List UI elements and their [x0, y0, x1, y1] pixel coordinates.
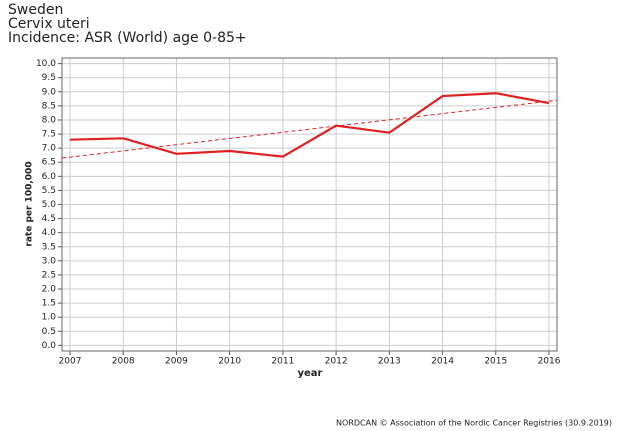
- y-tick-label: 3.0: [42, 256, 57, 266]
- x-tick-label: 2010: [218, 357, 241, 367]
- y-tick-label: 6.0: [42, 172, 57, 182]
- footer: NORDCAN © Association of the Nordic Canc…: [336, 419, 612, 428]
- y-tick-label: 3.5: [42, 242, 56, 252]
- y-tick-label: 1.0: [42, 313, 57, 323]
- y-tick-label: 8.0: [42, 115, 57, 125]
- y-tick-label: 9.5: [42, 73, 56, 83]
- y-axis-label: rate per 100,000: [25, 161, 35, 246]
- y-tick-label: 2.0: [42, 285, 57, 295]
- y-tick-label: 0.0: [42, 341, 57, 351]
- trend-line: [61, 99, 558, 159]
- x-tick-label: 2015: [484, 357, 507, 367]
- y-tick-label: 7.5: [42, 130, 56, 140]
- chart-subtitle: Incidence: ASR (World) age 0-85+: [8, 30, 247, 46]
- y-tick-label: 10.0: [36, 59, 56, 69]
- x-tick-label: 2007: [59, 357, 82, 367]
- x-tick-label: 2013: [378, 357, 401, 367]
- y-tick-label: 2.5: [42, 270, 56, 280]
- y-tick-label: 8.5: [42, 101, 56, 111]
- plot-frame: [61, 57, 558, 352]
- y-tick-label: 5.0: [42, 200, 57, 210]
- y-tick-label: 0.5: [42, 327, 56, 337]
- y-tick-label: 6.5: [42, 158, 56, 168]
- y-tick-label: 4.5: [42, 214, 56, 224]
- x-tick-label: 2008: [112, 357, 135, 367]
- y-tick-label: 5.5: [42, 186, 56, 196]
- y-tick-label: 1.5: [42, 299, 56, 309]
- data-line: [69, 92, 550, 158]
- x-tick-label: 2012: [325, 357, 348, 367]
- x-tick-label: 2009: [165, 357, 188, 367]
- x-tick-label: 2014: [431, 357, 454, 367]
- x-tick-label: 2011: [271, 357, 294, 367]
- y-tick-label: 4.0: [42, 228, 57, 238]
- x-axis-label: year: [298, 368, 323, 379]
- x-tick-label: 2016: [538, 357, 561, 367]
- y-tick-label: 7.0: [42, 144, 57, 154]
- chart-subtitle: Cervix uteri: [8, 16, 90, 32]
- chart-title: Sweden: [8, 2, 63, 18]
- y-tick-label: 9.0: [42, 87, 57, 97]
